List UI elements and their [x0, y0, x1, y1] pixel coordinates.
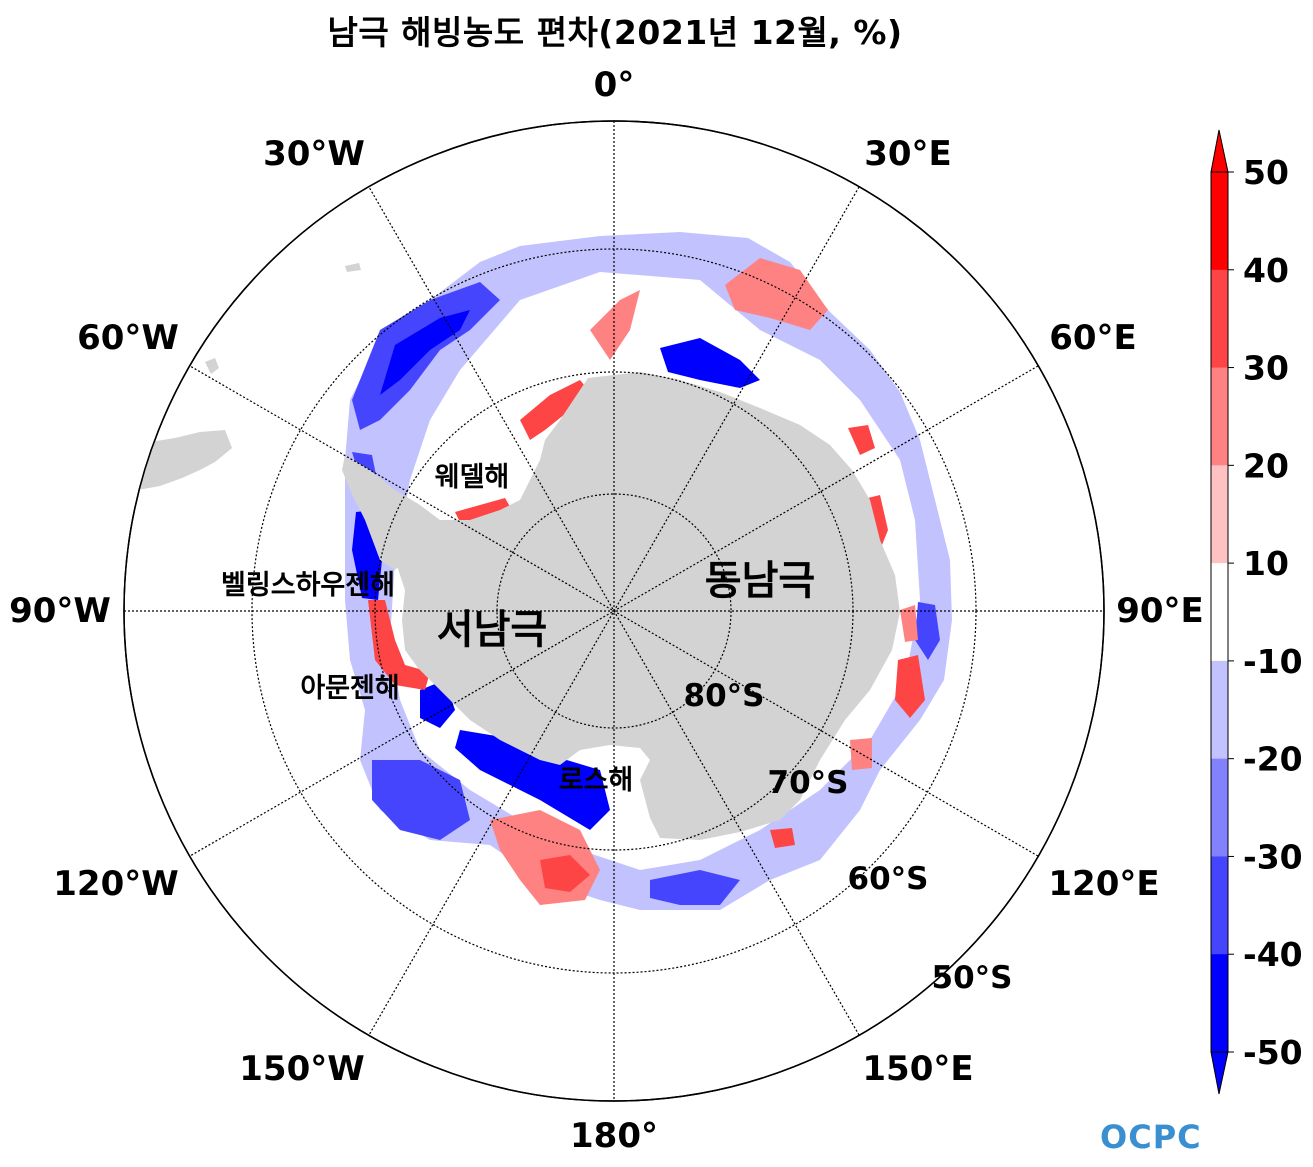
lon-label-30e: 30°E	[864, 134, 952, 174]
lon-label-120e: 120°E	[1048, 864, 1159, 904]
colorbar-swatch	[1211, 465, 1228, 564]
anomaly-neg30	[372, 760, 470, 840]
colorbar-swatch	[1211, 660, 1228, 760]
lon-label-30w: 30°W	[263, 134, 365, 174]
anomaly-pos30	[895, 655, 925, 718]
map-title: 남극 해빙농도 편차(2021년 12월, %)	[327, 13, 903, 52]
anomaly-pos30	[520, 380, 590, 440]
region-ross-sea: 로스해	[559, 765, 634, 796]
colorbar-tick-label: 10	[1243, 544, 1289, 583]
colorbar-tick-label: -30	[1243, 837, 1303, 876]
region-east-antarctica: 동남극	[705, 558, 815, 604]
colorbar: 50 40 30 20 10 -10 -20 -30 -40 -50	[1210, 129, 1303, 1095]
lon-label-150e: 150°E	[862, 1049, 973, 1089]
colorbar-tick-label: 50	[1243, 153, 1289, 192]
lon-label-90e: 90°E	[1116, 591, 1204, 631]
lat-label-80s: 80°S	[684, 678, 765, 714]
colorbar-swatch	[1211, 856, 1228, 955]
lon-label-180: 180°	[570, 1116, 658, 1156]
anomaly-pos30	[455, 498, 512, 522]
colorbar-tick-label: -50	[1243, 1033, 1303, 1072]
anomaly-pos30	[770, 828, 795, 848]
ocpc-logo: OCPC	[1100, 1118, 1202, 1156]
lon-label-0: 0°	[594, 65, 635, 105]
anomaly-pos40	[540, 855, 590, 892]
colorbar-tick-label: -20	[1243, 740, 1303, 779]
anomaly-neg50	[380, 310, 470, 395]
anomaly-neg50	[660, 338, 760, 388]
colorbar-tick-label: 30	[1243, 349, 1289, 388]
island-land	[205, 358, 219, 374]
colorbar-swatch	[1211, 367, 1228, 466]
region-west-antarctica: 서남극	[437, 607, 547, 653]
lon-label-60e: 60°E	[1049, 318, 1137, 358]
region-amundsen-sea: 아문젠해	[300, 673, 399, 704]
colorbar-extend-top	[1210, 129, 1229, 173]
anomaly-pos20	[900, 605, 918, 642]
colorbar-swatch	[1211, 563, 1228, 662]
lon-label-120w: 120°W	[53, 864, 178, 904]
lon-label-60w: 60°W	[77, 318, 179, 358]
colorbar-tick-label: -10	[1243, 642, 1303, 681]
lat-label-70s: 70°S	[768, 765, 849, 801]
region-bellingshausen-sea: 벨링스하우젠해	[221, 570, 395, 601]
colorbar-swatch	[1211, 269, 1228, 369]
south-america-land	[128, 430, 232, 490]
colorbar-tick-label: 40	[1243, 251, 1289, 290]
colorbar-swatch	[1211, 758, 1228, 857]
anomaly-neg50	[455, 730, 610, 830]
lon-label-90w: 90°W	[9, 591, 111, 631]
lat-label-50s: 50°S	[932, 960, 1013, 996]
colorbar-swatch	[1211, 954, 1228, 1053]
colorbar-tick-label: -40	[1243, 935, 1303, 974]
anomaly-pos30	[368, 600, 430, 690]
colorbar-swatch	[1211, 172, 1228, 271]
antarctic-peninsula-land	[342, 455, 470, 570]
lat-label-60s: 60°S	[848, 861, 929, 897]
graticule	[124, 121, 1104, 1101]
anomaly-pos30	[848, 425, 875, 455]
island-land	[345, 263, 361, 272]
colorbar-tick-label: 20	[1243, 446, 1289, 485]
lon-label-150w: 150°W	[239, 1049, 364, 1089]
antarctica-land	[395, 372, 900, 840]
region-weddell-sea: 웨델해	[435, 462, 510, 493]
anomaly-neg30	[915, 602, 940, 660]
anomaly-pos20	[590, 290, 640, 360]
colorbar-extend-bottom	[1210, 1051, 1229, 1095]
anomaly-neg30	[650, 870, 740, 905]
